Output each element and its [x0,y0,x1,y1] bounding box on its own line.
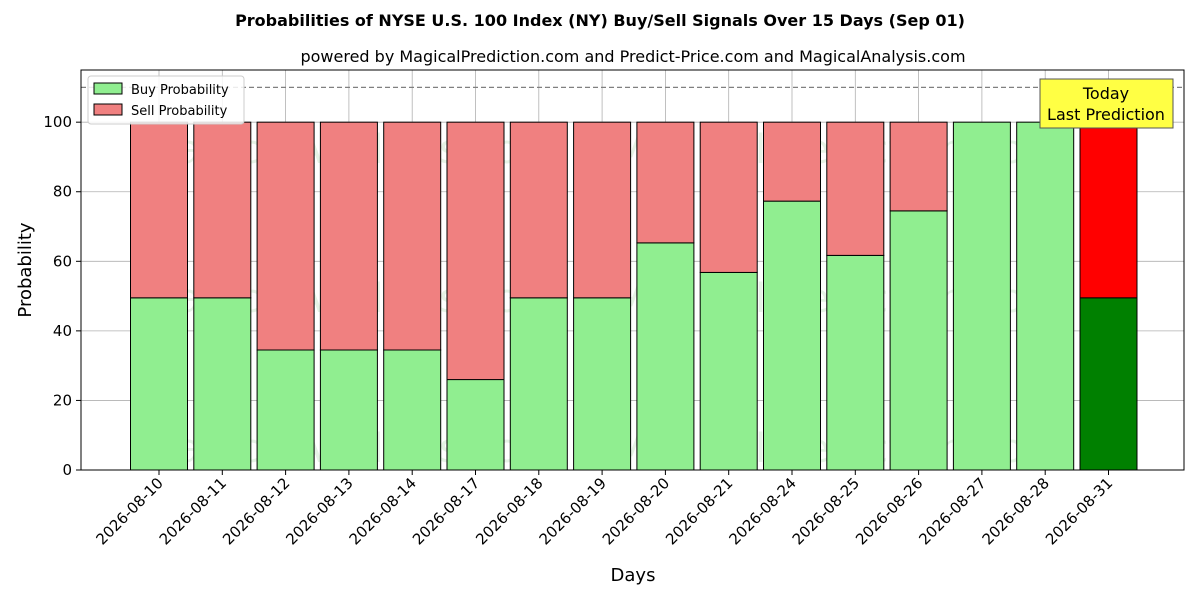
x-tick-label: 2026-08-20 [599,474,673,548]
bar-buy [446,379,505,471]
bar-sell [509,121,568,299]
annotation-line-1: Today [1082,84,1129,103]
x-tick-label: 2026-08-11 [156,474,230,548]
bars [130,121,1138,471]
bar-sell [636,121,695,244]
bar-buy [256,349,315,471]
chart-title: Probabilities of NYSE U.S. 100 Index (NY… [235,11,965,30]
legend-swatch-buy [93,82,123,95]
bar-sell [1079,121,1138,299]
bar-sell [446,121,505,381]
x-tick-label: 2026-08-28 [979,474,1053,548]
y-tick-label: 80 [53,183,72,201]
bar-buy [383,349,442,471]
bar-buy [573,297,632,471]
x-tick-label: 2026-08-12 [219,474,293,548]
bar-sell [573,121,632,299]
x-axis-label: Days [611,565,656,586]
bar-sell [319,121,378,351]
y-axis-label: Probability [15,222,36,317]
bar-sell [763,121,821,202]
bar-sell [889,121,948,212]
bar-buy [763,200,821,471]
bar-sell [826,121,885,256]
y-axis-ticks: 0 20 40 60 80 100 [43,113,81,479]
legend: Buy Probability Sell Probability [87,75,245,125]
bar-buy [509,297,568,471]
bar-sell [383,121,442,351]
y-tick-label: 100 [43,113,72,131]
x-tick-label: 2026-08-19 [536,474,610,548]
y-tick-label: 0 [62,461,72,479]
bar-buy [193,297,252,471]
y-tick-label: 40 [53,322,72,340]
x-tick-label: 2026-08-27 [915,474,989,548]
bar-buy [319,349,378,471]
x-tick-label: 2026-08-14 [346,474,420,548]
bar-sell [256,121,315,351]
x-tick-label: 2026-08-10 [92,474,166,548]
x-tick-label: 2026-08-21 [662,474,736,548]
bar-buy [889,210,948,471]
legend-label-sell: Sell Probability [131,104,228,119]
bar-buy [952,121,1011,471]
bar-sell [193,121,252,299]
axes-frame [80,69,1185,471]
x-tick-label: 2026-08-18 [472,474,546,548]
x-tick-label: 2026-08-13 [282,474,356,548]
bar-buy [699,271,758,471]
x-tick-label: 2026-08-25 [789,474,863,548]
x-tick-label: 2026-08-31 [1042,474,1116,548]
x-tick-label: 2026-08-17 [409,474,483,548]
chart-subtitle: powered by MagicalPrediction.com and Pre… [300,47,965,66]
bar-buy [636,242,695,471]
x-tick-label: 2026-08-26 [852,474,926,548]
annotation-line-2: Last Prediction [1047,105,1165,124]
y-tick-label: 20 [53,391,72,409]
x-axis-ticks: 2026-08-102026-08-112026-08-122026-08-13… [92,470,1116,548]
legend-box [87,75,245,125]
legend-label-buy: Buy Probability [131,83,229,98]
bar-sell [130,121,188,299]
bar-buy [130,297,188,471]
bar-buy [826,254,885,471]
x-tick-label: 2026-08-24 [725,474,799,548]
bar-buy [1016,121,1075,471]
annotation-box [1039,78,1174,129]
plot-frame [80,69,1185,471]
today-annotation: Today Last Prediction [1039,78,1174,129]
y-tick-label: 60 [53,252,72,270]
bar-sell [699,121,758,273]
bar-buy [1079,297,1138,471]
legend-swatch-sell [93,103,123,116]
